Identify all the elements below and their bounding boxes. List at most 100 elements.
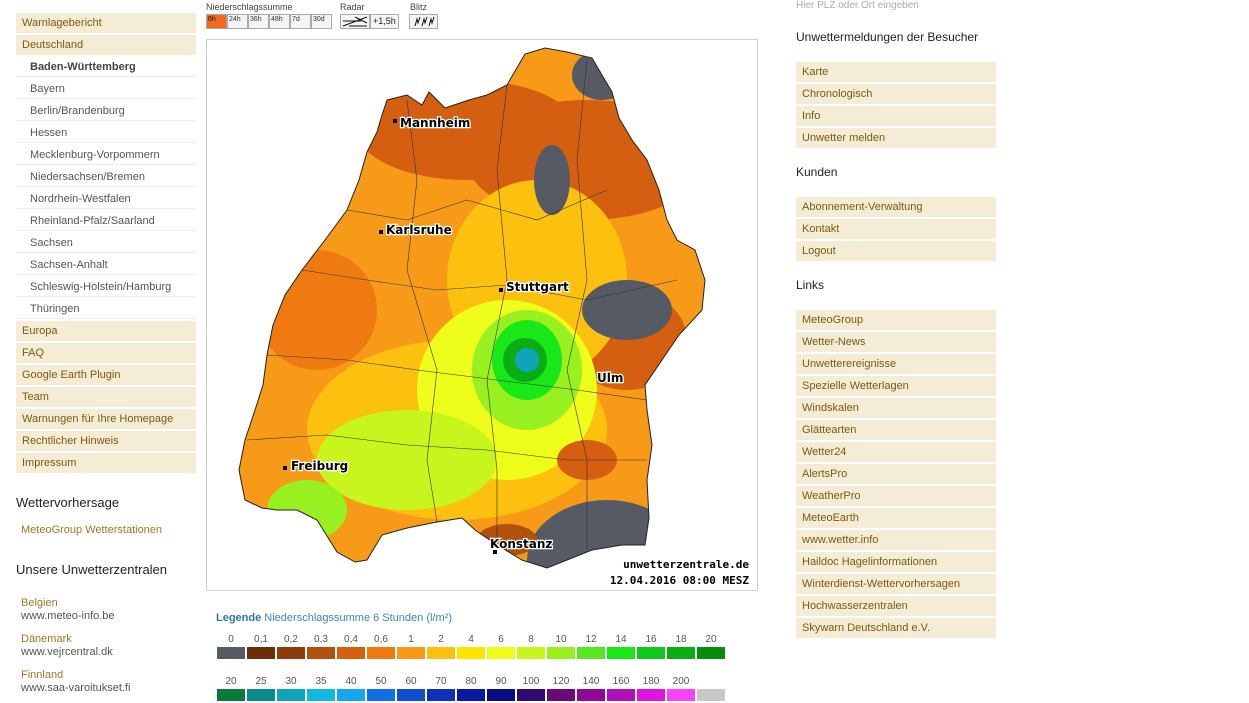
link-wetter-news[interactable]: Wetter-News [796,332,996,352]
link-logout[interactable]: Logout [796,241,996,261]
legend-item: 0,6 [366,633,396,659]
precip-field [239,48,705,568]
nav-impressum[interactable]: Impressum [16,453,196,473]
link-weatherpro[interactable]: WeatherPro [796,486,996,506]
location-search-input[interactable]: Hier PLZ oder Ort eingeben [796,0,919,11]
legend-swatch [637,689,665,701]
legend-swatch [577,647,605,659]
link-wetter24[interactable]: Wetter24 [796,442,996,462]
link-hochwasserzentralen[interactable]: Hochwasserzentralen [796,596,996,616]
nav-state-schleswig-holstein-hamburg[interactable]: Schleswig-Holstein/Hamburg [16,277,196,297]
link-haildoc-hagelinformationen[interactable]: Haildoc Hagelinformationen [796,552,996,572]
legend-item: 1 [396,633,426,659]
legend-item: 160 [606,675,636,701]
link-unwetterereignisse[interactable]: Unwetterereignisse [796,354,996,374]
map-toolbar: Niederschlagssumme Radar Blitz 6h 24h 36… [206,0,758,38]
city-label-stuttgart: Stuttgart [506,280,569,294]
nav-warnlagebericht[interactable]: Warnlagebericht [16,13,196,33]
legend-item: 0,2 [276,633,306,659]
centers-heading: Unsere Unwetterzentralen [16,562,168,577]
center-url[interactable]: www.meteo-info.be [21,610,115,622]
legend-value: 0,2 [284,634,298,645]
link-kontakt[interactable]: Kontakt [796,219,996,239]
legend-value: 6 [498,634,504,645]
link-gl-ttearten[interactable]: Glättearten [796,420,996,440]
center-item-belgien[interactable]: Belgien www.meteo-info.be [16,597,196,623]
legend-swatch [217,689,245,701]
nav-google-earth-plugin[interactable]: Google Earth Plugin [16,365,196,385]
legend-value: 25 [255,676,267,687]
radar-forecast-button[interactable]: +1,5h [370,14,399,29]
legend-swatch [397,689,425,701]
link-winterdienst-wettervorhersagen[interactable]: Winterdienst-Wettervorhersagen [796,574,996,594]
lightning-button[interactable] [408,14,438,29]
nav-europa[interactable]: Europa [16,321,196,341]
radar-animation-button[interactable] [340,14,370,29]
center-url[interactable]: www.saa-varoitukset.fi [21,682,131,694]
legend-item: 18 [666,633,696,659]
nav-legal-notice[interactable]: Rechtlicher Hinweis [16,431,196,451]
nav-state-nordrhein-westfalen[interactable]: Nordrhein-Westfalen [16,189,196,209]
legend-value: 18 [675,634,687,645]
legend-value: 40 [345,676,357,687]
link-windskalen[interactable]: Windskalen [796,398,996,418]
nav-state-mecklenburg-vorpommern[interactable]: Mecklenburg-Vorpommern [16,145,196,165]
link-info[interactable]: Info [796,106,996,126]
time-btn-36h[interactable]: 36h [248,14,269,29]
link-skywarn-deutschland-e-v[interactable]: Skywarn Deutschland e.V. [796,618,996,638]
nav-state-baden-wuerttemberg[interactable]: Baden-Württemberg [16,57,196,77]
nav-homepage-warnings[interactable]: Warnungen für Ihre Homepage [16,409,196,429]
time-btn-48h[interactable]: 48h [269,14,290,29]
link-abonnement-verwaltung[interactable]: Abonnement-Verwaltung [796,197,996,217]
time-btn-24h[interactable]: 24h [227,14,248,29]
nav-state-sachsen[interactable]: Sachsen [16,233,196,253]
legend-swatch [457,647,485,659]
legend-value: 0,1 [254,634,268,645]
link-alertspro[interactable]: AlertsPro [796,464,996,484]
legend-swatch [457,689,485,701]
legend-swatch [697,689,725,701]
legend-swatch [517,689,545,701]
nav-team[interactable]: Team [16,387,196,407]
forecast-heading: Wettervorhersage [16,495,120,510]
legend-value: 8 [528,634,534,645]
time-btn-6h[interactable]: 6h [206,14,227,29]
legend-swatch [247,689,275,701]
meteogroup-stations-link[interactable]: MeteoGroup Wetterstationen [21,524,163,536]
legend-value: 90 [495,676,507,687]
link-spezielle-wetterlagen[interactable]: Spezielle Wetterlagen [796,376,996,396]
legend-value: 180 [642,676,660,687]
center-item-daenemark[interactable]: Dänemark www.vejrcentral.dk [16,633,196,659]
legend-value: 200 [672,676,690,687]
link-www-wetter-info[interactable]: www.wetter.info [796,530,996,550]
link-meteogroup[interactable]: MeteoGroup [796,310,996,330]
legend-swatch [547,647,575,659]
nav-faq[interactable]: FAQ [16,343,196,363]
nav-state-berlin-brandenburg[interactable]: Berlin/Brandenburg [16,101,196,121]
center-item-finnland[interactable]: Finnland www.saa-varoitukset.fi [16,669,196,695]
legend-item: 0 [216,633,246,659]
legend-swatch [427,689,455,701]
nav-state-bayern[interactable]: Bayern [16,79,196,99]
link-unwetter-melden[interactable]: Unwetter melden [796,128,996,148]
link-karte[interactable]: Karte [796,62,996,82]
center-url[interactable]: www.vejrcentral.dk [21,646,113,658]
legend-item: 100 [516,675,546,701]
time-btn-30d[interactable]: 30d [311,14,332,29]
nav-state-niedersachsen-bremen[interactable]: Niedersachsen/Bremen [16,167,196,187]
legend-swatch [607,647,635,659]
legend-item: 16 [636,633,666,659]
nav-state-sachsen-anhalt[interactable]: Sachsen-Anhalt [16,255,196,275]
legend-item: 120 [546,675,576,701]
link-chronologisch[interactable]: Chronologisch [796,84,996,104]
nav-state-thueringen[interactable]: Thüringen [16,299,196,319]
legend-item: 200 [666,675,696,701]
link-meteoearth[interactable]: MeteoEarth [796,508,996,528]
legend-item: 80 [456,675,486,701]
nav-state-hessen[interactable]: Hessen [16,123,196,143]
nav-state-rheinland-pfalz-saarland[interactable]: Rheinland-Pfalz/Saarland [16,211,196,231]
nav-deutschland[interactable]: Deutschland [16,35,196,55]
precipitation-map[interactable]: Mannheim Karlsruhe Stuttgart Ulm Freibur… [206,39,758,591]
time-btn-7d[interactable]: 7d [290,14,311,29]
legend-item: 30 [276,675,306,701]
